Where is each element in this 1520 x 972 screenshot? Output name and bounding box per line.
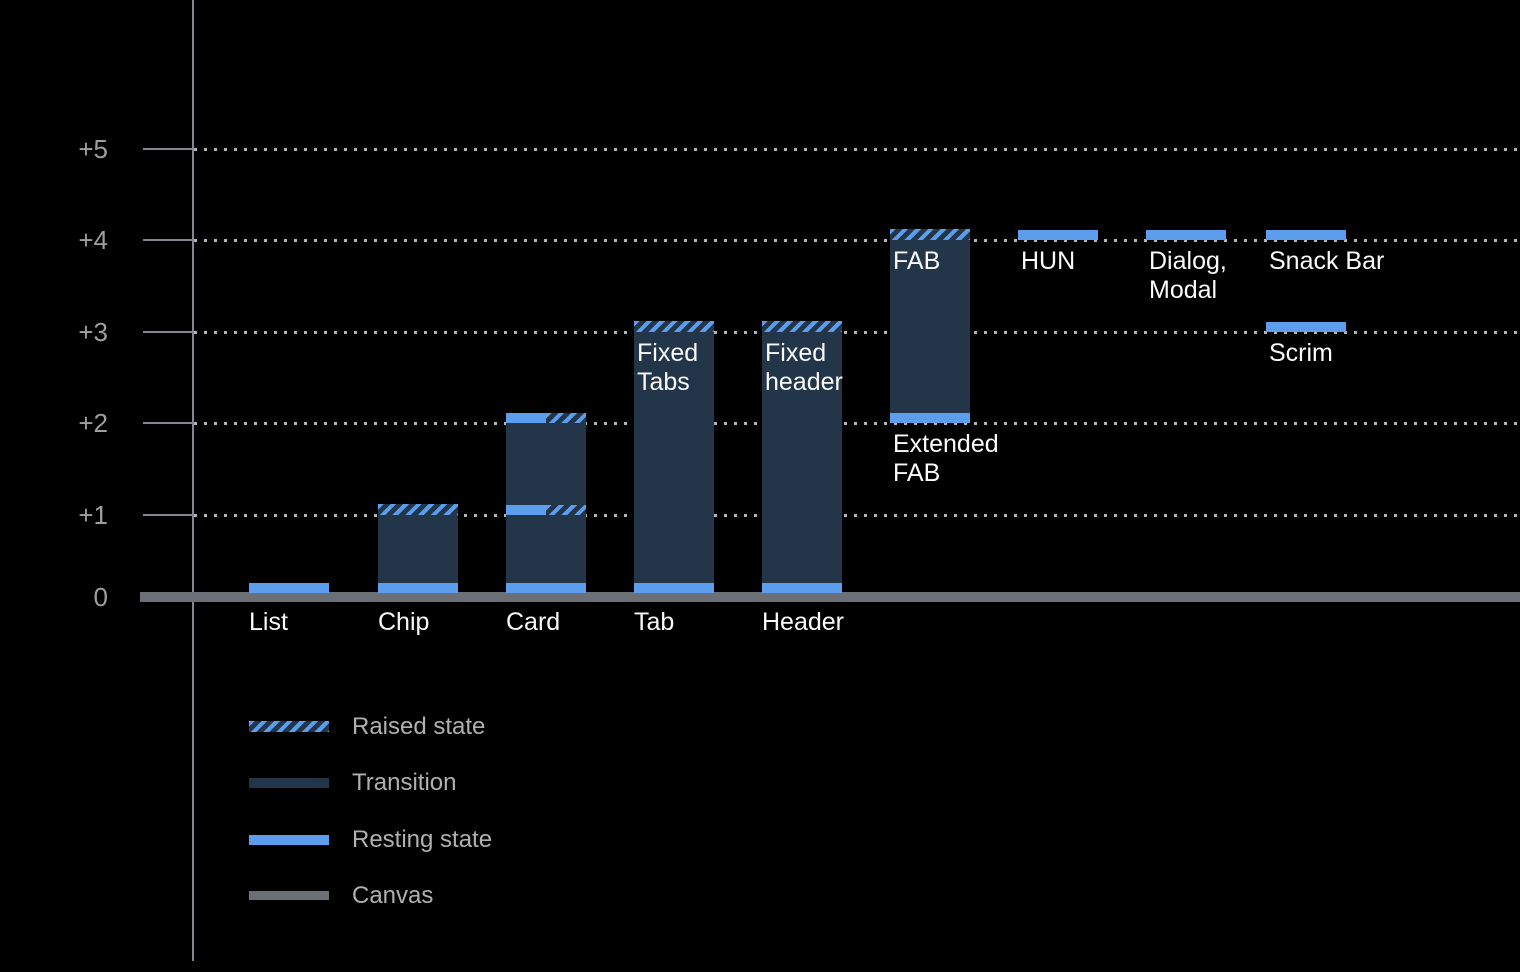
axis-label-list: List	[249, 608, 288, 636]
legend-swatch-canvas	[249, 891, 329, 900]
y-tick-level-4	[143, 239, 193, 241]
y-tick-label-+5: +5	[78, 133, 108, 164]
bar-segment-transition	[506, 423, 586, 583]
legend-label: Resting state	[352, 826, 493, 853]
bar-label: Fixed Tabs	[637, 338, 699, 396]
legend-swatch-transition	[249, 778, 329, 788]
bar-band-raised	[762, 320, 842, 332]
y-tick-label-+3: +3	[78, 316, 108, 347]
bar-label: HUN	[1021, 247, 1076, 275]
y-tick-level-2	[143, 422, 193, 424]
y-tick-label-0: 0	[93, 582, 108, 612]
bar-band-resting	[1266, 230, 1346, 240]
bar-band-resting	[1266, 321, 1346, 332]
legend-swatch-resting-state	[249, 835, 329, 845]
gridline-level-4	[194, 239, 1520, 242]
legend-label: Transition	[352, 769, 457, 796]
bar-segment-transition	[762, 331, 842, 583]
y-tick-level-1	[143, 513, 193, 516]
legend-swatch-raised-state	[249, 721, 329, 732]
bar-label: Scrim	[1269, 338, 1333, 367]
bar-segment-transition	[890, 240, 970, 413]
axis-label-card: Card	[506, 608, 561, 636]
bar-band-resting	[1018, 230, 1098, 240]
legend-label: Raised state	[352, 712, 486, 740]
bar-band-raised-half	[546, 413, 586, 423]
y-tick-label-+1: +1	[78, 499, 108, 530]
bar-label: Dialog, Modal	[1149, 247, 1227, 304]
y-tick-level-5	[143, 147, 193, 150]
bar-band-resting	[634, 583, 714, 593]
bar-band-raised	[378, 503, 458, 515]
bar-label: FAB	[893, 247, 941, 275]
gridline-level-1	[194, 513, 1520, 517]
bar-segment-transition	[378, 514, 458, 583]
bar-band-raised-half	[546, 504, 586, 515]
axis-label-header: Header	[762, 608, 844, 636]
bar-band-resting	[506, 583, 586, 593]
gridline-level-2	[194, 422, 1520, 425]
bar-band-resting	[249, 583, 329, 593]
bar-label: Snack Bar	[1269, 247, 1385, 275]
bar-label: Extended FAB	[893, 430, 999, 487]
legend-label: Canvas	[352, 881, 434, 909]
bar-band-resting	[378, 583, 458, 593]
bar-band-resting-half	[506, 413, 546, 423]
axis-label-tab: Tab	[634, 608, 675, 636]
gridline-level-5	[194, 147, 1520, 151]
y-tick-label-+4: +4	[78, 225, 108, 255]
bar-band-resting	[762, 583, 842, 593]
bar-band-resting-half	[506, 504, 546, 515]
axis-label-chip: Chip	[378, 608, 430, 636]
y-tick-label-+2: +2	[78, 408, 108, 438]
canvas-baseline	[140, 592, 1520, 602]
y-axis-line	[192, 0, 194, 961]
gridline-level-3	[194, 330, 1520, 334]
y-tick-level-3	[143, 330, 193, 333]
bar-band-raised	[634, 320, 714, 332]
bar-band-resting	[1146, 230, 1226, 240]
bar-segment-transition	[634, 331, 714, 583]
bar-label: Fixed header	[765, 338, 843, 396]
bar-band-raised	[890, 229, 970, 240]
bar-band-resting	[890, 413, 970, 423]
